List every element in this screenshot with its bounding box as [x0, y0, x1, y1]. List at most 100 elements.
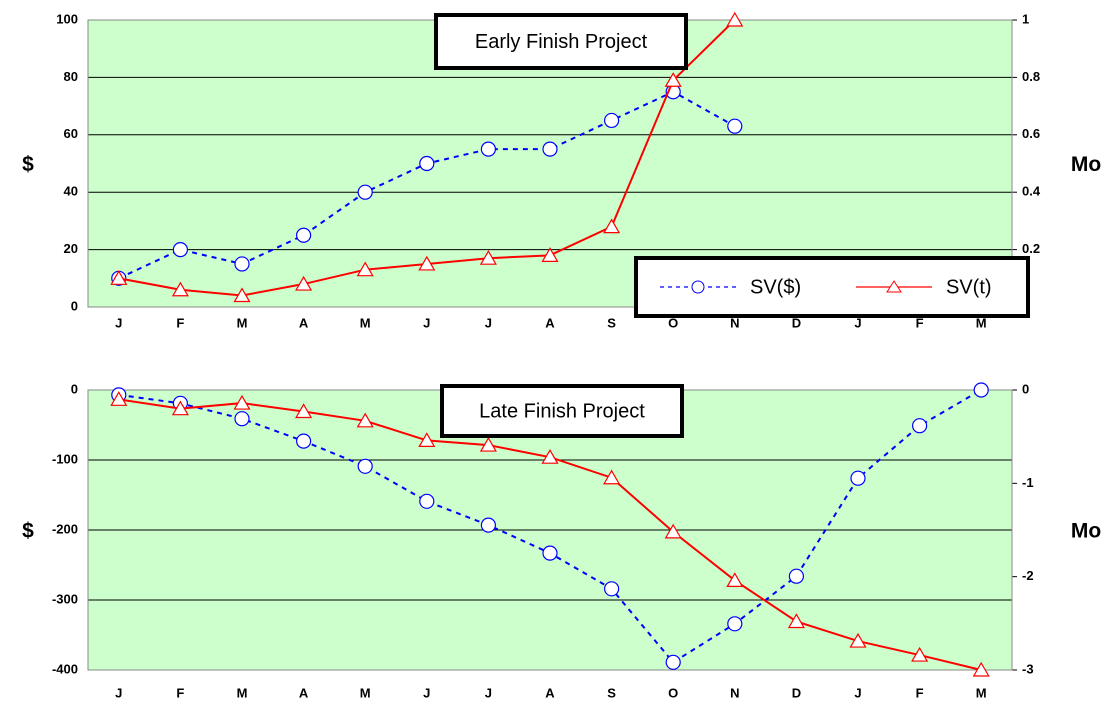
- series-marker: [234, 411, 250, 427]
- x-tick-label: F: [176, 315, 184, 330]
- series-marker: [234, 256, 250, 272]
- y-tick-label: 0: [71, 381, 78, 396]
- x-tick-label: M: [976, 685, 987, 700]
- legend-label: SV($): [750, 276, 801, 298]
- y-tick-label: 40: [64, 184, 78, 199]
- x-tick-label: A: [299, 315, 309, 330]
- series-marker: [542, 545, 558, 561]
- series-marker: [911, 418, 928, 434]
- x-tick-label: N: [730, 315, 739, 330]
- y2-tick-label: 0.4: [1022, 184, 1041, 199]
- y-tick-label: 20: [64, 241, 78, 256]
- y2-tick-label: 0.6: [1022, 126, 1040, 141]
- x-tick-label: N: [730, 685, 739, 700]
- series-marker: [787, 613, 805, 629]
- x-tick-label: S: [607, 315, 616, 330]
- series-marker: [603, 469, 621, 485]
- series-marker: [296, 227, 312, 243]
- series-marker: [479, 436, 497, 452]
- legend-label: SV(t): [946, 276, 992, 298]
- series-marker: [727, 616, 743, 632]
- series-marker: [542, 141, 558, 157]
- series-marker: [171, 400, 189, 416]
- x-tick-label: J: [854, 685, 861, 700]
- series-marker: [357, 458, 373, 474]
- series-marker: [665, 654, 681, 670]
- series-marker: [296, 433, 312, 449]
- series-marker: [850, 470, 866, 486]
- x-tick-label: J: [854, 315, 861, 330]
- y-tick-label: -200: [52, 521, 78, 536]
- x-tick-label: A: [545, 315, 555, 330]
- series-marker: [356, 261, 374, 277]
- series-marker: [973, 382, 989, 398]
- chart-title: Early Finish Project: [475, 31, 648, 53]
- series-marker: [480, 517, 496, 533]
- x-tick-label: J: [115, 685, 122, 700]
- y-tick-label: -300: [52, 591, 78, 606]
- series-marker: [972, 661, 990, 677]
- series-marker: [664, 72, 682, 87]
- series-marker: [603, 112, 620, 129]
- series-marker: [727, 118, 743, 134]
- x-tick-label: A: [545, 685, 555, 700]
- y-axis-label: $: [22, 153, 34, 176]
- series-marker: [172, 242, 188, 258]
- x-tick-label: D: [792, 315, 801, 330]
- chart-title: Late Finish Project: [479, 400, 645, 422]
- series-marker: [541, 448, 559, 464]
- y2-axis-label: Mo: [1071, 520, 1101, 543]
- series-marker: [479, 250, 497, 265]
- x-tick-label: J: [485, 685, 492, 700]
- series-marker: [357, 184, 373, 200]
- x-tick-label: A: [299, 685, 309, 700]
- series-marker: [603, 218, 621, 234]
- title-box: [434, 13, 688, 70]
- x-tick-label: M: [237, 685, 248, 700]
- x-tick-label: M: [360, 315, 371, 330]
- series-marker: [480, 141, 496, 157]
- x-tick-label: F: [916, 315, 924, 330]
- y2-tick-label: 0.2: [1022, 241, 1040, 256]
- y2-tick-label: -1: [1022, 475, 1034, 490]
- series-marker: [726, 11, 744, 27]
- series-marker: [849, 632, 867, 648]
- x-tick-label: O: [668, 685, 678, 700]
- x-tick-label: M: [360, 685, 371, 700]
- series-marker: [788, 568, 805, 584]
- series-marker: [664, 523, 682, 539]
- y-tick-label: -100: [52, 451, 78, 466]
- y-tick-label: 60: [64, 126, 78, 141]
- series-marker: [110, 270, 128, 285]
- y2-tick-label: 0.8: [1022, 69, 1040, 84]
- y2-tick-label: 0: [1022, 381, 1029, 396]
- y-tick-label: 80: [64, 69, 78, 84]
- x-tick-label: D: [792, 685, 801, 700]
- series-marker: [541, 247, 559, 262]
- y2-tick-label: -3: [1022, 661, 1034, 676]
- y2-tick-label: 1: [1022, 11, 1029, 26]
- series-marker: [295, 403, 313, 419]
- x-tick-label: J: [115, 315, 122, 330]
- y-tick-label: 0: [71, 298, 78, 313]
- series-marker: [233, 287, 251, 303]
- legend-marker: [886, 280, 902, 293]
- x-tick-label: J: [423, 315, 430, 330]
- x-tick-label: F: [176, 685, 184, 700]
- series-marker: [418, 255, 436, 271]
- series-marker: [295, 275, 313, 291]
- legend-marker: [691, 280, 705, 294]
- y2-axis-label: Mo: [1071, 153, 1101, 176]
- x-tick-label: M: [237, 315, 248, 330]
- x-tick-label: M: [976, 315, 987, 330]
- x-tick-label: O: [668, 315, 678, 330]
- y2-tick-label: -2: [1022, 568, 1034, 583]
- x-tick-label: J: [423, 685, 430, 700]
- x-tick-label: J: [485, 315, 492, 330]
- y-tick-label: 100: [56, 11, 78, 26]
- series-marker: [171, 281, 189, 297]
- series-marker: [603, 581, 620, 597]
- series-marker: [110, 391, 128, 406]
- x-tick-label: S: [607, 685, 616, 700]
